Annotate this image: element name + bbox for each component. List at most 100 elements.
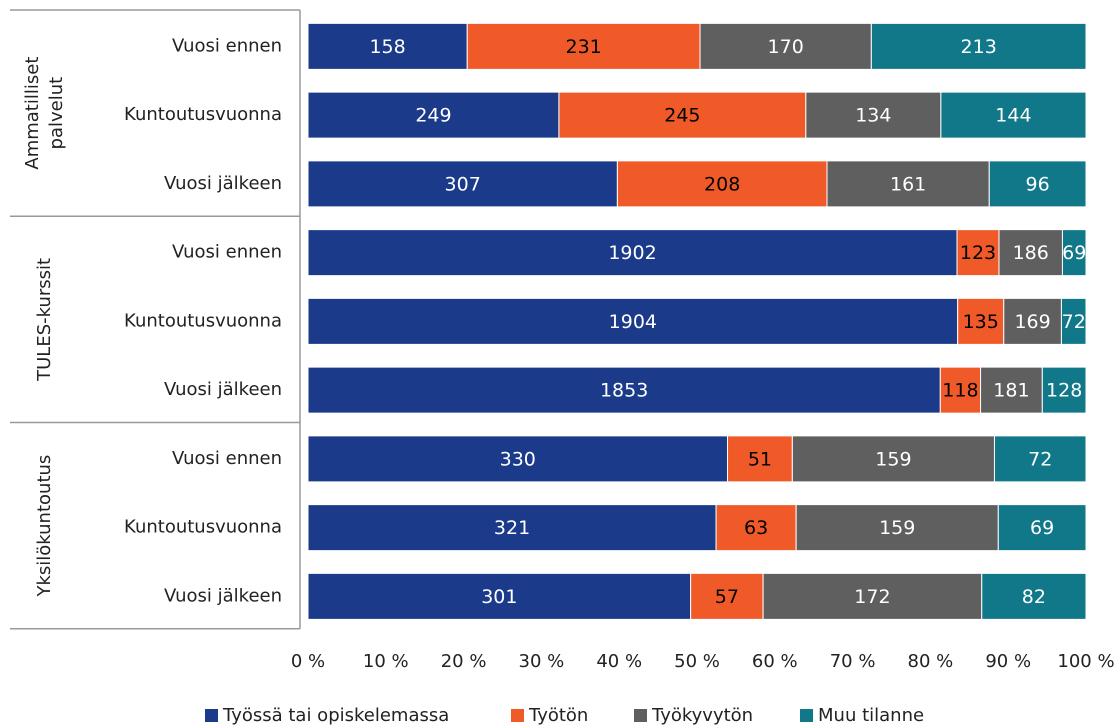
bar-segment xyxy=(981,572,1087,620)
data-label: 208 xyxy=(704,173,740,195)
bar-segment xyxy=(616,160,828,208)
x-tick-label: 70 % xyxy=(830,651,876,672)
data-label: 170 xyxy=(768,36,804,58)
group-label: Ammatilliset xyxy=(22,57,43,170)
data-label: 321 xyxy=(494,517,530,539)
data-label: 144 xyxy=(995,105,1031,127)
bar-segment xyxy=(307,366,941,414)
x-tick-label: 10 % xyxy=(363,651,409,672)
data-label: 96 xyxy=(1026,173,1050,195)
data-label: 213 xyxy=(961,36,997,58)
legend-label: Työtön xyxy=(528,705,588,726)
bar-segment xyxy=(715,504,797,552)
data-label: 69 xyxy=(1030,517,1054,539)
legend-swatch xyxy=(800,709,813,722)
bar-segment xyxy=(805,91,942,139)
x-tick-label: 50 % xyxy=(674,651,720,672)
data-label: 169 xyxy=(1014,311,1050,333)
data-label: 249 xyxy=(415,105,451,127)
data-label: 57 xyxy=(715,586,739,608)
bar-segment xyxy=(466,22,701,70)
x-tick-label: 30 % xyxy=(519,651,565,672)
bar-segment xyxy=(307,22,468,70)
category-label: Vuosi ennen xyxy=(172,35,282,56)
category-label: Vuosi ennen xyxy=(172,242,282,263)
bar-segment xyxy=(307,572,692,620)
bar-segment xyxy=(980,366,1043,414)
category-label: Kuntoutusvuonna xyxy=(124,104,282,125)
bar-segment xyxy=(690,572,764,620)
data-label: 186 xyxy=(1013,242,1049,264)
bar-segment xyxy=(993,435,1087,483)
x-tick-label: 100 % xyxy=(1057,651,1114,672)
data-label: 51 xyxy=(748,448,772,470)
category-label: Vuosi ennen xyxy=(172,448,282,469)
category-label: Vuosi jälkeen xyxy=(164,379,282,400)
bar-segment xyxy=(307,91,560,139)
legend-label: Työkyvytön xyxy=(651,705,753,726)
data-label: 123 xyxy=(960,242,996,264)
data-label: 63 xyxy=(744,517,768,539)
legend-swatch xyxy=(511,709,524,722)
data-label: 172 xyxy=(854,586,890,608)
x-tick-label: 0 % xyxy=(291,651,325,672)
bar-segment xyxy=(795,504,999,552)
data-label: 135 xyxy=(963,311,999,333)
data-label: 1904 xyxy=(609,311,657,333)
data-label: 301 xyxy=(481,586,517,608)
legend-swatch xyxy=(634,709,647,722)
bar-segment xyxy=(307,229,958,277)
legend-label: Muu tilanne xyxy=(818,705,924,726)
data-label: 72 xyxy=(1062,311,1086,333)
bar-segment xyxy=(870,22,1087,70)
bar-segment xyxy=(997,504,1087,552)
group-label: palvelut xyxy=(46,77,67,150)
bar-segment xyxy=(988,160,1087,208)
bar-segment xyxy=(1041,366,1087,414)
x-tick-label: 20 % xyxy=(441,651,487,672)
group-label: TULES-kurssit xyxy=(34,258,55,382)
bar-segment xyxy=(940,91,1087,139)
data-label: 134 xyxy=(855,105,891,127)
category-label: Kuntoutusvuonna xyxy=(124,310,282,331)
bar-segment xyxy=(957,297,1005,345)
data-label: 118 xyxy=(942,380,978,402)
bar-segment xyxy=(307,160,618,208)
legend-swatch xyxy=(205,709,218,722)
bar-segment xyxy=(1003,297,1062,345)
x-tick-label: 90 % xyxy=(985,651,1031,672)
bar-segment xyxy=(826,160,990,208)
data-label: 158 xyxy=(369,36,405,58)
legend-label: Työssä tai opiskelemassa xyxy=(222,705,449,726)
category-label: Kuntoutusvuonna xyxy=(124,517,282,538)
data-label: 72 xyxy=(1028,448,1052,470)
data-label: 159 xyxy=(879,517,915,539)
bar-segment xyxy=(791,435,995,483)
data-label: 181 xyxy=(993,380,1029,402)
bar-segment xyxy=(307,297,959,345)
data-label: 245 xyxy=(664,105,700,127)
category-label: Vuosi jälkeen xyxy=(164,173,282,194)
data-label: 330 xyxy=(500,448,536,470)
x-tick-label: 40 % xyxy=(596,651,642,672)
bar-segment xyxy=(307,504,717,552)
data-label: 1853 xyxy=(600,380,648,402)
data-label: 231 xyxy=(565,36,601,58)
bar-segment xyxy=(699,22,872,70)
data-label: 159 xyxy=(875,448,911,470)
x-tick-label: 80 % xyxy=(908,651,954,672)
bar-segment xyxy=(727,435,793,483)
bar-segment xyxy=(558,91,807,139)
bar-segment xyxy=(762,572,983,620)
x-tick-label: 60 % xyxy=(752,651,798,672)
bar-segment xyxy=(307,435,729,483)
data-label: 82 xyxy=(1022,586,1046,608)
data-label: 69 xyxy=(1062,242,1086,264)
bar-segment xyxy=(1060,297,1087,345)
data-label: 1902 xyxy=(608,242,656,264)
group-label: Yksilökuntoutus xyxy=(34,455,55,598)
bar-segment xyxy=(1061,229,1087,277)
bar-segment xyxy=(998,229,1063,277)
data-label: 307 xyxy=(445,173,481,195)
